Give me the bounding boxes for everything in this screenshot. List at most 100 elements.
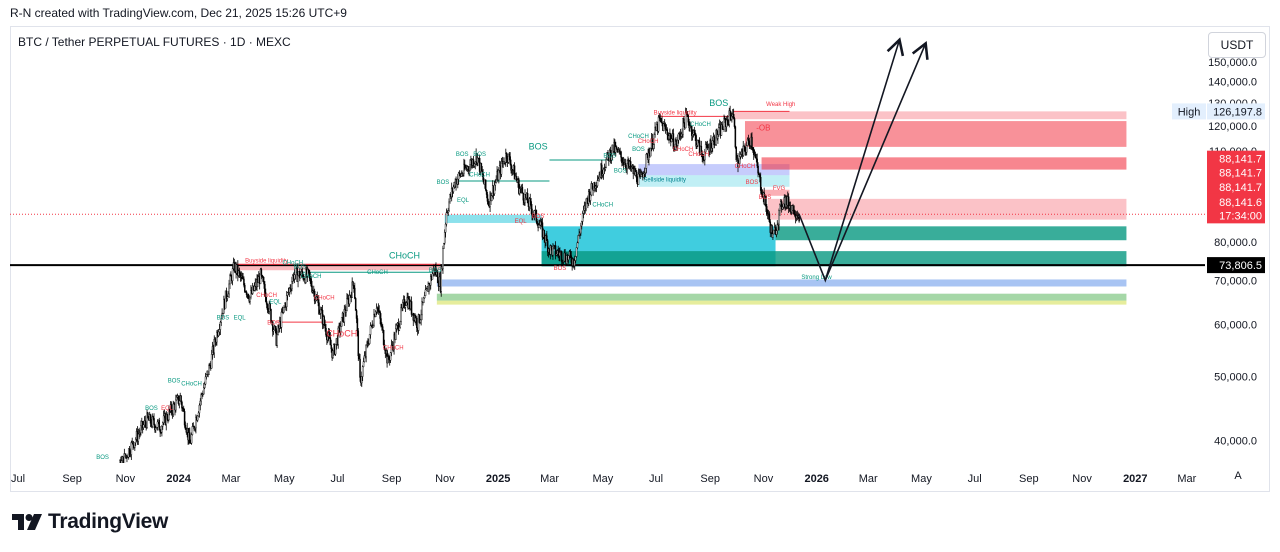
candle-body	[601, 173, 604, 176]
candle-body	[732, 114, 735, 119]
candle-body	[241, 275, 243, 279]
candle-body	[123, 453, 126, 463]
candle-body	[220, 318, 222, 323]
candle-body	[734, 126, 737, 148]
x-tick-label: Sep	[382, 473, 402, 485]
annotation-label: CHoCH	[256, 293, 277, 299]
annotation-label: CHoCH	[389, 251, 420, 261]
candle-body	[567, 255, 570, 261]
annotation-label: BOS	[529, 141, 548, 151]
candle-body	[720, 124, 723, 136]
annotation-label: BOS	[709, 98, 728, 108]
candle-body	[569, 251, 572, 256]
candle-body	[652, 144, 655, 149]
candle-body	[203, 383, 206, 389]
candle-body	[440, 266, 442, 292]
candle-body	[469, 164, 471, 171]
candle-body	[274, 325, 277, 329]
candle-body	[653, 134, 655, 145]
candle-body	[744, 146, 746, 151]
candle-body	[621, 156, 623, 164]
annotation-label: Buyside liquidity	[245, 258, 288, 264]
x-tick-label: Nov	[435, 473, 455, 485]
price-tag-label: High	[1178, 106, 1201, 118]
annotation-label: BOS	[614, 168, 627, 174]
zone-box	[444, 214, 542, 223]
candle-body	[657, 116, 660, 132]
candle-body	[266, 304, 269, 310]
candle-body	[509, 156, 511, 165]
annotation-label: BOS	[437, 180, 450, 186]
x-tick-label: Mar	[540, 473, 559, 485]
candle-body	[535, 209, 538, 222]
price-label-box	[1207, 103, 1265, 120]
annotation-label: BOS	[293, 264, 306, 270]
candle-body	[159, 430, 161, 433]
candle-body	[626, 163, 628, 170]
candle-body	[473, 163, 476, 167]
candle-body	[119, 460, 121, 463]
candle-body	[591, 183, 593, 189]
candle-body	[645, 154, 648, 169]
auto-scale-button[interactable]: A	[1234, 470, 1242, 482]
candle-body	[228, 283, 230, 295]
candle-body	[238, 270, 241, 274]
x-tick-label: Nov	[116, 473, 136, 485]
candle-body	[444, 223, 447, 233]
price-label-box	[1207, 164, 1265, 181]
candle-body	[291, 281, 293, 290]
candle-body	[205, 374, 208, 378]
candle-body	[203, 387, 205, 395]
candle-body	[318, 302, 320, 315]
candle-body	[575, 247, 578, 257]
candle-body	[398, 326, 401, 331]
y-tick-label: 120,000.0	[1208, 121, 1257, 133]
candle-body	[231, 268, 234, 281]
candle-body	[570, 255, 573, 263]
candle-body	[134, 442, 136, 448]
price-label-box	[1207, 150, 1265, 167]
annotation-label: EQL	[161, 406, 174, 412]
candle-body	[530, 201, 532, 210]
annotation-label: BOS	[456, 152, 469, 158]
candle-body	[128, 448, 131, 455]
annotation-label: CHoCH	[690, 122, 711, 128]
candle-body	[486, 194, 489, 202]
candle-body	[526, 193, 529, 204]
candle-body	[574, 260, 576, 267]
zone-box	[638, 175, 790, 187]
annotation-label: CHoCH	[592, 203, 613, 209]
candle-body	[559, 252, 561, 257]
candle-body	[531, 208, 533, 216]
candle-body	[380, 318, 382, 326]
candle-body	[245, 291, 248, 296]
candle-body	[629, 161, 632, 169]
candle-body	[410, 301, 413, 315]
candle-body	[431, 273, 434, 280]
zone-box	[761, 157, 1127, 170]
symbol-title[interactable]: BTC / Tether PERPETUAL FUTURES · 1D · ME…	[18, 35, 291, 49]
currency-button[interactable]: USDT	[1208, 32, 1266, 58]
annotation-label: Buyside liquidity	[654, 111, 697, 117]
candle-body	[263, 281, 265, 285]
candle-body	[282, 307, 284, 313]
candle-body	[184, 424, 187, 430]
candle-body	[557, 250, 559, 254]
annotation-label: BOS	[746, 180, 759, 186]
candle-body	[307, 268, 310, 271]
tradingview-logo: TradingView	[12, 510, 168, 534]
candle-body	[467, 166, 470, 170]
candle-body	[180, 395, 182, 403]
candle-body	[330, 344, 332, 350]
candle-body	[521, 186, 524, 194]
candle-body	[781, 206, 784, 210]
candle-body	[377, 307, 380, 311]
candle-body	[529, 198, 531, 202]
x-tick-label: Jul	[330, 473, 344, 485]
candle-body	[666, 129, 669, 136]
candle-body	[596, 180, 599, 187]
candle-body	[687, 115, 689, 123]
candle-body	[400, 307, 402, 322]
candle-body	[152, 416, 154, 419]
